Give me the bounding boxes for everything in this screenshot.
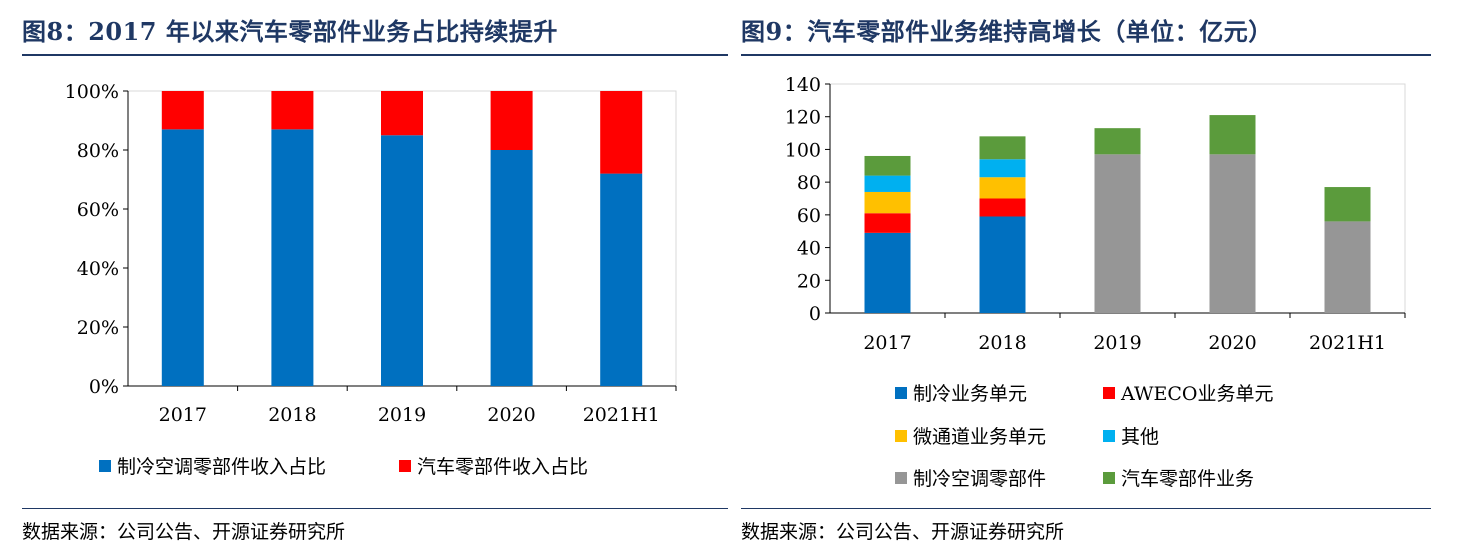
left-source-note: 数据来源：公司公告、开源证券研究所: [22, 521, 346, 543]
bar-segment: [979, 136, 1026, 160]
legend-swatch: [1103, 387, 1115, 399]
bar-segment: [979, 177, 1026, 199]
right-title-rule: [741, 54, 1431, 56]
left-title-rule: [22, 54, 728, 56]
x-tick-label: 2018: [268, 404, 316, 426]
left-chart-panel: 图8：2017 年以来汽车零部件业务占比持续提升 0% 20% 40% 60% 80% 1…: [22, 17, 728, 543]
legend-swatch: [99, 460, 111, 472]
bar-segment: [271, 91, 314, 130]
y-tick-label: 140: [785, 74, 821, 96]
legend-swatch: [895, 472, 907, 484]
bar-segment: [1209, 115, 1256, 155]
y-tick-label: 120: [785, 107, 821, 129]
bar-segment: [161, 129, 204, 386]
legend-swatch: [895, 430, 907, 442]
bar-segment: [381, 135, 423, 386]
bar-segment: [1324, 187, 1371, 222]
legend-label: 制冷业务单元: [913, 383, 1027, 405]
bar-segment: [979, 216, 1026, 313]
bar-segment: [979, 198, 1026, 217]
bar-segment: [490, 91, 533, 150]
y-tick-label: 100%: [65, 81, 119, 103]
y-tick-label: 0%: [89, 376, 119, 398]
y-tick-label: 20%: [77, 317, 119, 339]
legend-label: 汽车零部件业务: [1121, 468, 1254, 490]
legend-swatch: [1103, 472, 1115, 484]
bar-segment: [490, 150, 533, 386]
x-tick-label: 2020: [1208, 332, 1256, 354]
legend-label: 其他: [1121, 426, 1159, 448]
x-tick-label: 2018: [978, 332, 1026, 354]
y-tick-label: 0: [809, 303, 821, 325]
x-tick-label: 2020: [487, 404, 535, 426]
bar-segment: [161, 91, 204, 130]
y-tick-label: 20: [797, 270, 821, 292]
legend-label: 微通道业务单元: [913, 426, 1046, 448]
bar-segment: [1324, 221, 1371, 313]
right-source-note: 数据来源：公司公告、开源证券研究所: [741, 521, 1065, 543]
legend-label: AWECO业务单元: [1120, 383, 1273, 405]
x-tick-label: 2019: [1093, 332, 1141, 354]
x-tick-label: 2021H1: [1309, 332, 1386, 354]
y-tick-label: 40: [797, 238, 821, 260]
bar-segment: [864, 232, 911, 313]
bar-segment: [979, 159, 1026, 178]
bar-segment: [864, 155, 911, 176]
x-tick-label: 2017: [863, 332, 911, 354]
right-chart-panel: 图9：汽车零部件业务维持高增长（单位：亿元） 0 20 40 60 80 100 120 14…: [735, 0, 1468, 552]
right-source-rule: [741, 508, 1431, 509]
left-stacked-bar-chart: 0% 20% 40% 60% 80% 100% 2017 2018 2019 2020 2021H1…: [65, 81, 677, 478]
legend-swatch: [895, 387, 907, 399]
y-tick-label: 80%: [77, 140, 119, 162]
x-tick-label: 2019: [378, 404, 426, 426]
bar-segment: [864, 213, 911, 233]
x-tick-label: 2017: [159, 404, 207, 426]
legend-swatch: [1103, 430, 1115, 442]
y-tick-label: 60%: [77, 199, 119, 221]
bar-segment: [1094, 128, 1141, 155]
legend-label: 制冷空调零部件收入占比: [117, 456, 326, 478]
right-chart-title: 图9：汽车零部件业务维持高增长（单位：亿元）: [741, 17, 1273, 46]
bar-segment: [864, 175, 911, 192]
legend-label: 制冷空调零部件: [913, 468, 1046, 490]
y-tick-label: 100: [785, 139, 821, 161]
x-tick-label: 2021H1: [583, 404, 660, 426]
y-tick-label: 60: [797, 205, 821, 227]
left-source-rule: [22, 508, 728, 509]
legend-label: 汽车零部件收入占比: [417, 456, 588, 478]
bar-segment: [1209, 154, 1256, 313]
bar-segment: [1094, 154, 1141, 313]
right-stacked-bar-chart: 0 20 40 60 80 100 120 140 2017 2018 2019 2020 2021H1…: [785, 74, 1406, 490]
left-chart-title: 图8：2017 年以来汽车零部件业务占比持续提升: [22, 17, 558, 46]
bar-segment: [600, 91, 643, 174]
bar-segment: [381, 91, 423, 136]
bar-segment: [271, 129, 314, 386]
bar-segment: [864, 191, 911, 214]
bar-segment: [600, 173, 643, 386]
y-tick-label: 80: [797, 172, 821, 194]
legend-swatch: [399, 460, 411, 472]
y-tick-label: 40%: [77, 258, 119, 280]
